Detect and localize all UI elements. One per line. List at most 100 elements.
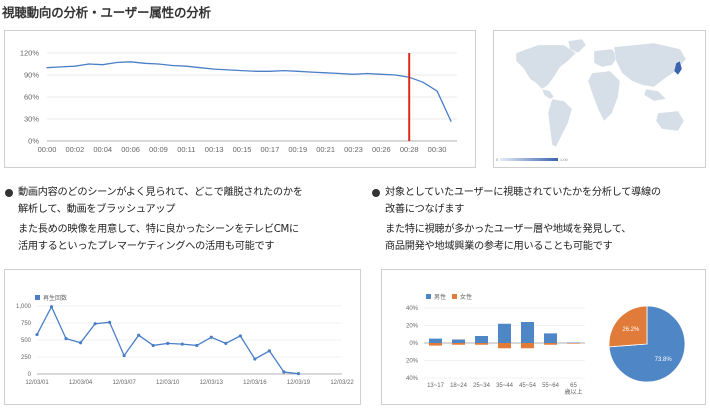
data-point [311, 71, 313, 73]
y-tick-label: 30% [24, 115, 39, 124]
x-tick-label: 00:26 [372, 145, 391, 154]
bar-female [498, 343, 511, 349]
x-tick-label-line: 65 [570, 383, 577, 389]
x-tick-label: 00:02 [65, 145, 84, 154]
legend-swatch-female [452, 294, 457, 299]
bar-male [429, 338, 442, 343]
demographics-panel: 男性 女性 40% 20% 0% 20% 40% 13~17 18~24 25~34 35~44 45… [381, 269, 706, 405]
bar-male [567, 342, 580, 344]
map-central-america [541, 88, 555, 100]
x-tick-label: 00:28 [400, 145, 419, 154]
data-point [137, 333, 141, 337]
x-tick-label: 00:30 [428, 145, 447, 154]
playback-chart: 再生回数 0 250 500 750 1,000 12/03/01 12/03/04 12/03… [16, 294, 354, 386]
section-1-body-line-1: また長めの映像を用意して、特に良かったシーンをテレビCMに [18, 224, 299, 235]
x-tick-label-line: 歳以上 [564, 388, 582, 396]
bar-male [452, 339, 465, 343]
data-point [450, 120, 452, 122]
data-point [180, 342, 184, 346]
map-south-america [547, 98, 573, 148]
x-tick-label-line: 55~64 [542, 383, 560, 389]
x-tick-label: 18~24 [450, 383, 468, 389]
x-tick-label: 12/03/07 [112, 380, 136, 386]
data-point [436, 90, 438, 92]
bar-female [475, 343, 488, 345]
x-tick-label: 45~54 [519, 383, 537, 389]
y-tick-label: 120% [20, 49, 40, 58]
map-greenland [567, 38, 587, 54]
world-map: 0 1.00 [496, 38, 687, 162]
data-point [394, 74, 396, 76]
x-tick-label: 12/03/16 [243, 380, 267, 386]
data-point [60, 66, 62, 68]
x-tick-label: 00:21 [316, 145, 335, 154]
data-point [49, 305, 54, 309]
x-tick-label: 00:09 [149, 145, 168, 154]
data-point [108, 320, 112, 324]
bar-female [544, 343, 557, 345]
x-tick-label-line: 45~54 [519, 383, 537, 389]
x-tick-label-line: 25~34 [473, 383, 491, 389]
data-point [325, 72, 327, 74]
data-point [171, 64, 173, 67]
map-southeast-asia [643, 88, 667, 102]
map-legend-max: 1.00 [560, 157, 569, 162]
x-tick-label-line: 13~17 [427, 383, 445, 389]
retention-chart-panel: 0% 30% 60% 90% 120% 00:00 00:02 00:04 00:06 00:09… [4, 30, 476, 168]
data-point [74, 65, 76, 67]
legend-label: 再生回数 [43, 294, 67, 302]
data-point [185, 65, 187, 67]
data-point [296, 372, 301, 376]
x-tick-label: 13~17 [427, 383, 445, 389]
y-tick-label: 40% [406, 376, 419, 382]
legend-swatch-male [426, 294, 431, 299]
data-point [88, 63, 90, 65]
data-point [143, 62, 146, 64]
data-point [166, 341, 170, 345]
data-point [129, 61, 132, 63]
data-point [297, 70, 299, 72]
legend-label-female: 女性 [460, 293, 472, 301]
data-point [238, 334, 242, 338]
data-point [253, 357, 257, 361]
y-tick-label: 0% [409, 341, 418, 347]
data-point [422, 81, 424, 83]
y-tick-label: 20% [406, 359, 419, 365]
map-legend-min: 0 [496, 157, 499, 162]
y-tick-label: 750 [21, 321, 32, 327]
legend-swatch [35, 295, 40, 300]
bar-female [521, 343, 534, 349]
section-1-heading-line-2: 解析して、動画をブラッシュアップ [18, 204, 176, 215]
y-tick-label: 60% [24, 93, 39, 102]
x-tick-label: 00:17 [261, 145, 280, 154]
x-tick-label: 25~34 [473, 383, 491, 389]
y-tick-label: 20% [406, 324, 419, 330]
y-tick-label: 90% [24, 71, 39, 80]
bullet-2-icon [372, 189, 380, 197]
y-tick-label: 40% [406, 306, 419, 312]
data-point [269, 70, 271, 72]
data-point [255, 70, 257, 72]
demographics-chart: 男性 女性 40% 20% 0% 20% 40% 13~17 18~24 25~34 35~44 45… [406, 293, 686, 396]
data-point [35, 332, 39, 337]
bar-female [567, 343, 580, 344]
bar-female [429, 343, 442, 346]
x-tick-label: 00:06 [121, 145, 140, 154]
bullet-1-icon [5, 189, 13, 197]
retention-chart: 0% 30% 60% 90% 120% 00:00 00:02 00:04 00:06 00:09… [20, 49, 457, 154]
data-point [199, 67, 201, 69]
map-japan [673, 60, 683, 76]
data-point [78, 341, 83, 345]
data-point [366, 72, 369, 75]
data-point [102, 64, 104, 66]
x-tick-label: 55~64 [542, 383, 560, 389]
y-tick-label: 1,000 [16, 304, 32, 310]
y-tick-label: 0 [28, 372, 32, 378]
playback-chart-panel: 再生回数 0 250 500 750 1,000 12/03/01 12/03/04 12/03… [4, 269, 361, 405]
x-tick-label: 12/03/19 [287, 380, 311, 386]
series-line [46, 61, 452, 122]
section-2-body-line-2: 商品開発や地域興業の参考に用いることも可能です [385, 241, 613, 252]
legend-label-male: 男性 [434, 293, 446, 301]
x-tick-label: 12/03/01 [25, 380, 49, 386]
x-tick-label: 00:15 [233, 145, 252, 154]
